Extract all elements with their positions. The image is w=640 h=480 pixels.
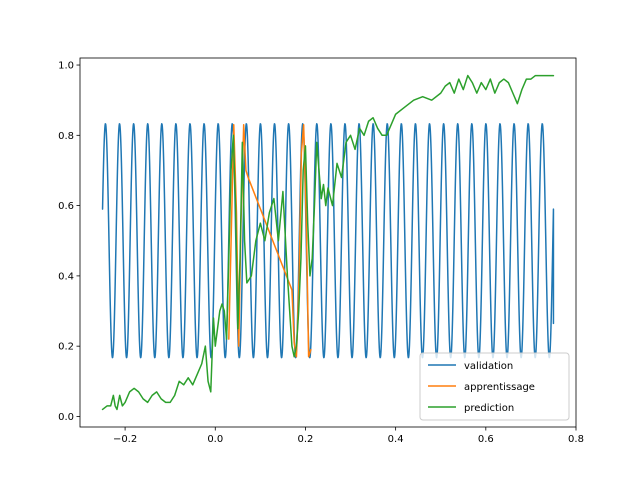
series-line-prediction xyxy=(101,74,555,411)
y-tick-label: 0.6 xyxy=(58,201,74,212)
legend-label-prediction: prediction xyxy=(464,403,514,414)
x-tick-label: 0.6 xyxy=(478,434,494,445)
legend-label-apprentissage: apprentissage xyxy=(464,382,535,393)
x-tick-label: 0.4 xyxy=(388,434,404,445)
y-tick-label: 0.2 xyxy=(58,342,74,353)
axes-frame xyxy=(79,57,577,428)
y-tick-label: 0.4 xyxy=(58,271,74,282)
legend-label-validation: validation xyxy=(464,361,513,372)
legend-box xyxy=(419,352,570,421)
x-tick-label: 0.8 xyxy=(568,434,584,445)
x-tick-label: −0.2 xyxy=(113,434,137,445)
y-tick-label: 1.0 xyxy=(58,61,74,72)
axes-layer: −0.2 0.0 0.2 0.4 0.6 0.8 0.0 0.2 0.4 0.6 0.8 1.0 xyxy=(58,57,584,445)
y-tick-label: 0.0 xyxy=(58,412,74,423)
x-tick-label: 0.0 xyxy=(207,434,223,445)
y-tick-label: 0.8 xyxy=(58,131,74,142)
x-tick-label: 0.2 xyxy=(298,434,314,445)
legend: validation apprentissage prediction xyxy=(419,352,570,421)
